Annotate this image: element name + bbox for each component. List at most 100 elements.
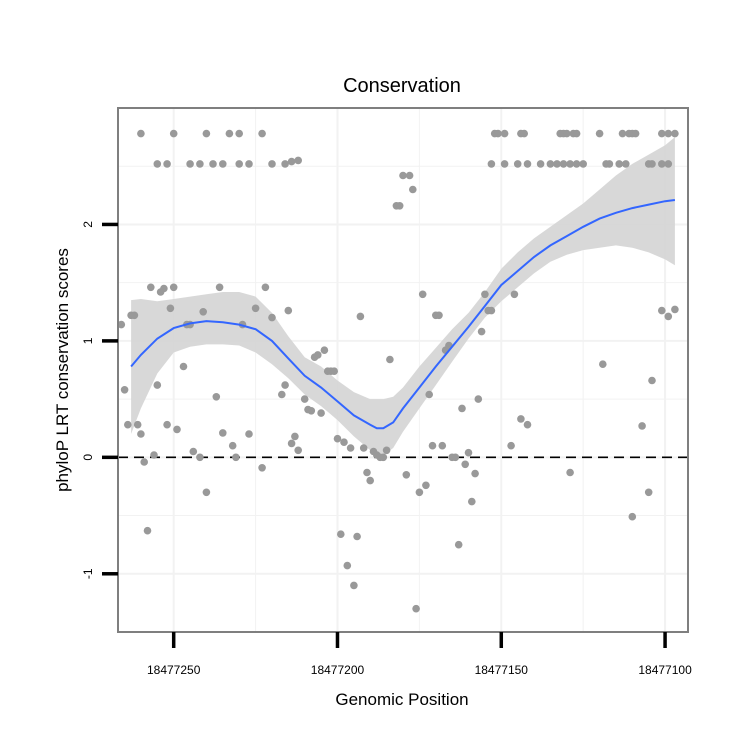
- data-point: [520, 129, 528, 138]
- data-point: [307, 407, 316, 415]
- data-point: [173, 425, 181, 434]
- data-point: [523, 420, 532, 429]
- smooth-line: [130, 199, 676, 430]
- data-point: [219, 160, 227, 168]
- data-point: [566, 160, 574, 168]
- data-point: [510, 290, 519, 299]
- data-point: [202, 129, 211, 138]
- x-tick-label: 18477100: [638, 663, 692, 677]
- data-point: [658, 306, 666, 315]
- data-point: [235, 160, 243, 168]
- data-point: [422, 481, 430, 490]
- data-point: [212, 393, 221, 401]
- data-point: [471, 469, 479, 478]
- data-point: [284, 306, 293, 315]
- data-point: [133, 420, 142, 429]
- data-point: [179, 362, 188, 371]
- data-point: [631, 129, 640, 138]
- data-point: [513, 160, 522, 168]
- data-point: [536, 160, 545, 168]
- data-point: [428, 441, 437, 450]
- data-point: [599, 360, 607, 369]
- data-point: [343, 561, 352, 570]
- data-point: [628, 512, 637, 521]
- data-point: [461, 460, 470, 469]
- data-point: [618, 129, 627, 138]
- smooth-line-layer: [130, 199, 676, 430]
- data-point: [294, 446, 303, 455]
- data-point: [546, 160, 555, 168]
- data-point: [137, 129, 145, 138]
- data-point: [638, 422, 646, 430]
- data-point: [268, 313, 276, 322]
- data-point: [481, 290, 489, 299]
- data-point: [294, 156, 303, 165]
- data-point: [281, 381, 289, 389]
- data-point: [399, 171, 407, 180]
- data-point: [507, 441, 515, 450]
- data-point: [500, 129, 509, 138]
- data-point: [337, 530, 345, 538]
- data-point: [150, 451, 158, 459]
- data-point: [258, 464, 266, 472]
- data-point: [395, 202, 404, 210]
- data-point: [346, 444, 355, 452]
- data-point: [140, 458, 148, 466]
- data-point: [523, 160, 532, 168]
- data-point: [382, 446, 391, 455]
- data-point: [671, 305, 679, 314]
- data-point: [166, 304, 175, 313]
- panel-border: [117, 107, 689, 633]
- confidence-band: [131, 137, 675, 455]
- data-point: [169, 283, 178, 292]
- data-point: [366, 476, 375, 485]
- data-point: [350, 581, 358, 590]
- data-point: [130, 311, 139, 320]
- data-point: [438, 441, 447, 450]
- data-point: [405, 171, 414, 180]
- data-point: [579, 160, 587, 168]
- data-point: [245, 430, 253, 438]
- data-point: [199, 308, 207, 316]
- data-point: [169, 129, 178, 138]
- data-point: [196, 160, 204, 168]
- data-point: [386, 355, 394, 364]
- data-point: [196, 453, 204, 462]
- data-point: [291, 432, 299, 441]
- data-point: [330, 367, 339, 376]
- data-point: [163, 420, 171, 429]
- data-point: [464, 448, 473, 457]
- data-point: [359, 444, 368, 452]
- x-axis-ticks: 18477250 18477200 18477150 18477100: [147, 632, 692, 677]
- data-point: [117, 320, 126, 329]
- data-point: [189, 447, 198, 456]
- data-point: [281, 160, 289, 168]
- data-point: [209, 160, 217, 168]
- confidence-band-layer: [131, 137, 675, 455]
- data-point: [251, 304, 260, 313]
- data-point: [517, 415, 525, 423]
- x-tick-label: 18477200: [311, 663, 365, 677]
- data-point: [648, 376, 656, 385]
- data-point: [664, 312, 673, 321]
- data-point: [418, 290, 427, 299]
- data-point: [379, 453, 388, 462]
- data-point: [658, 129, 666, 138]
- data-point: [202, 488, 211, 497]
- data-point: [644, 488, 653, 497]
- data-point: [664, 160, 673, 168]
- data-point: [566, 468, 574, 477]
- data-point: [605, 160, 614, 168]
- y-tick-label: -1: [81, 568, 95, 579]
- data-point: [258, 129, 266, 138]
- data-point: [219, 429, 227, 437]
- chart-title: Conservation: [343, 75, 461, 97]
- y-axis-ticks: -1 0 1 2: [81, 221, 118, 579]
- data-point: [658, 160, 666, 168]
- data-point: [153, 160, 162, 168]
- data-point: [317, 409, 325, 417]
- data-point: [268, 160, 276, 168]
- data-point: [147, 283, 155, 292]
